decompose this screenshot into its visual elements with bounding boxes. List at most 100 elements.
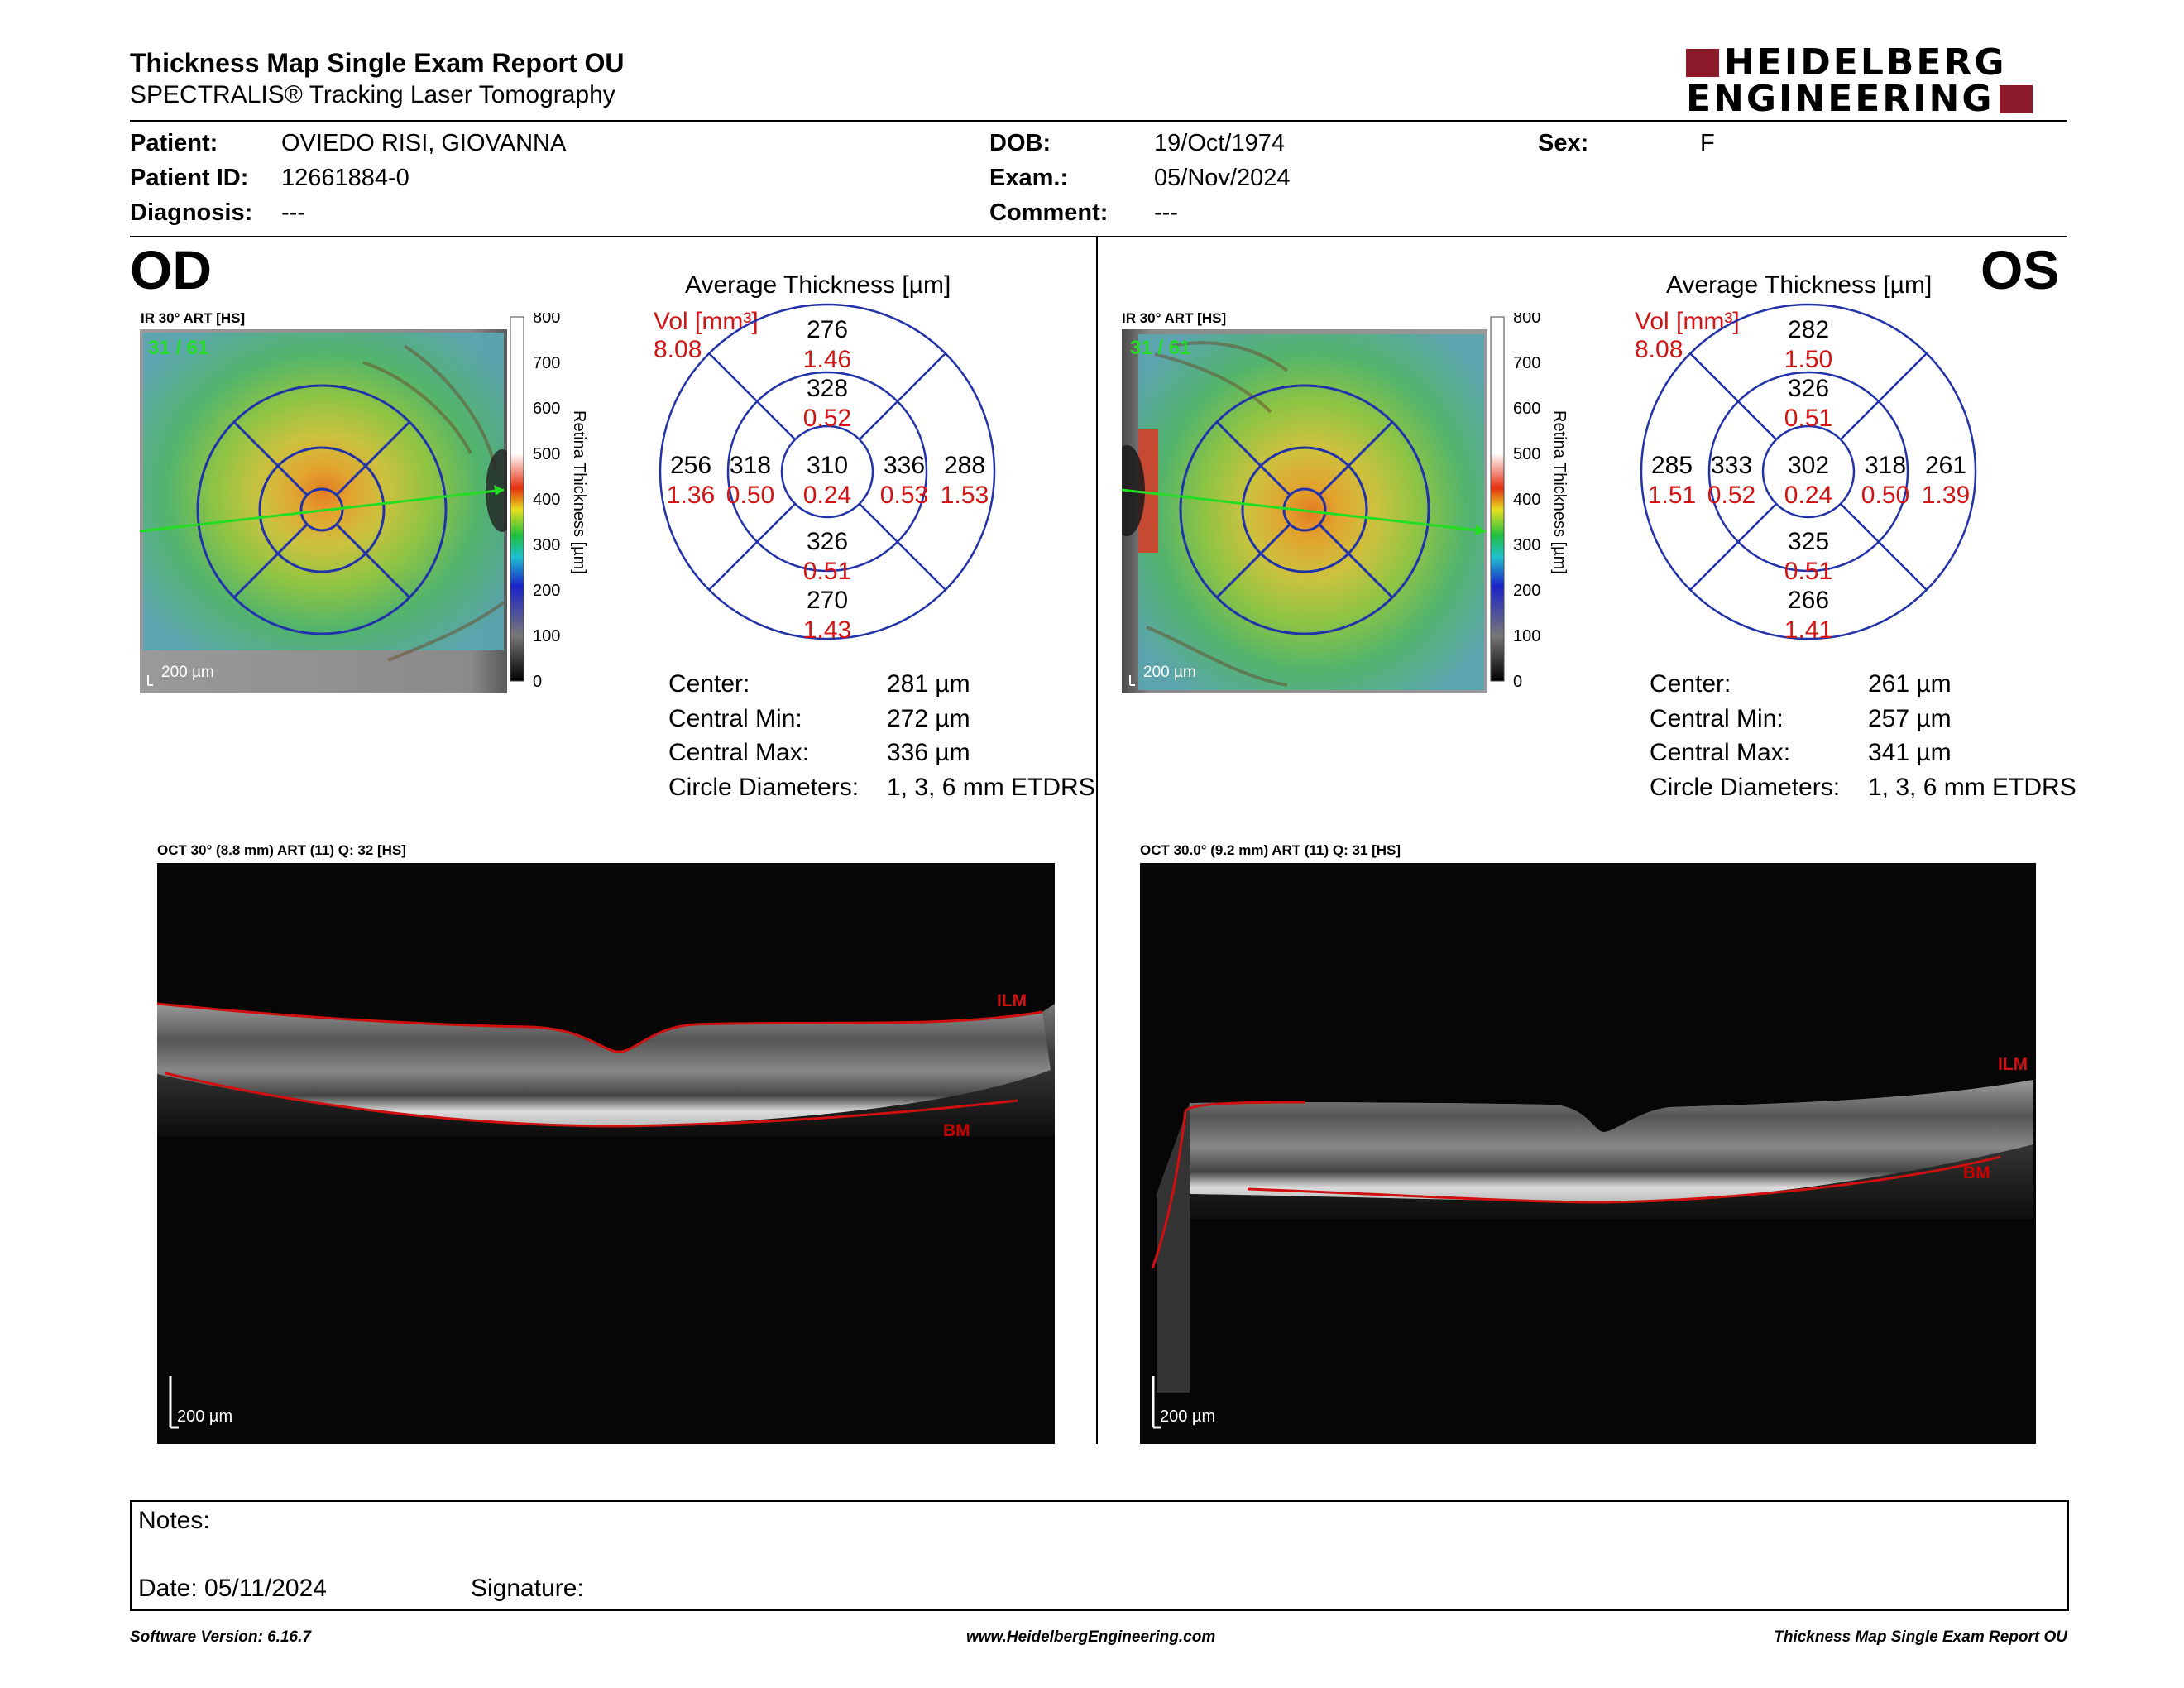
colorbar-tick: 700: [1513, 354, 1540, 372]
od-etdrs-grid: 276 1.46 328 0.52 256 1.36 318 0.50 310 …: [659, 303, 996, 644]
colorbar-tick: 400: [1513, 491, 1540, 509]
od-ir-label: IR 30° ART [HS]: [141, 310, 246, 326]
logo-line-1: HEIDELBERG: [1724, 41, 2007, 84]
colorbar-tick: 300: [533, 536, 560, 554]
os-inner-nasal-volume: 0.50: [1861, 482, 1909, 509]
os-inner-superior-thickness: 326: [1788, 375, 1829, 402]
colorbar-tick: 400: [533, 491, 560, 509]
os-inner-nasal-thickness: 318: [1865, 452, 1906, 479]
od-map-scale: 200 µm: [161, 664, 214, 681]
od-stat-label: Central Min:: [668, 705, 802, 732]
od-inner-temporal-thickness: 318: [730, 452, 771, 479]
od-inner-nasal-thickness: 336: [884, 452, 925, 479]
os-oct-bscan: ILM BM 200 µm: [1140, 863, 2036, 1444]
patient-id-label: Patient ID:: [130, 165, 249, 191]
os-outer-superior-volume: 1.50: [1784, 346, 1832, 373]
notes-label: Notes:: [138, 1507, 210, 1534]
od-outer-superior-volume: 1.46: [803, 346, 851, 373]
footer-report-title: Thickness Map Single Exam Report OU: [1774, 1628, 2067, 1646]
exam-label: Exam.:: [989, 165, 1069, 191]
od-stat-label: Central Max:: [668, 739, 810, 766]
os-avg-thickness-title: Average Thickness [µm]: [1666, 271, 1933, 299]
os-inner-inferior-volume: 0.51: [1784, 558, 1832, 585]
os-center-thickness: 302: [1788, 452, 1829, 479]
comment-label: Comment:: [989, 199, 1109, 226]
os-vol-label: Vol [mm³]: [1635, 308, 1740, 335]
colorbar-tick: 0: [533, 673, 542, 691]
os-stat-label: Central Min:: [1650, 705, 1784, 732]
od-inner-superior-volume: 0.52: [803, 405, 851, 432]
od-avg-thickness-title: Average Thickness [µm]: [685, 271, 951, 299]
report-title: Thickness Map Single Exam Report OU: [130, 48, 625, 78]
os-outer-superior-thickness: 282: [1788, 316, 1829, 343]
os-etdrs-grid: 282 1.50 326 0.51 285 1.51 333 0.52 302 …: [1640, 303, 1977, 644]
os-map-scale: 200 µm: [1143, 664, 1196, 681]
date-label: Date: 05/11/2024: [138, 1575, 327, 1602]
os-ilm-label: ILM: [1998, 1055, 2028, 1074]
od-frame-number: 31 / 61: [148, 337, 208, 359]
os-inner-temporal-thickness: 333: [1711, 452, 1752, 479]
os-frame-number: 31 / 61: [1130, 337, 1190, 359]
patient-label: Patient:: [130, 130, 218, 156]
os-oct-label: OCT 30.0° (9.2 mm) ART (11) Q: 31 [HS]: [1140, 842, 1401, 858]
od-center-volume: 0.24: [803, 482, 851, 509]
os-outer-inferior-volume: 1.41: [1784, 616, 1832, 644]
os-inner-inferior-thickness: 325: [1788, 528, 1829, 555]
os-oct-scale: 200 µm: [1160, 1407, 1215, 1426]
os-stat-value: 1, 3, 6 mm ETDRS: [1868, 774, 2076, 801]
colorbar-label: Retina Thickness [µm]: [570, 410, 588, 574]
colorbar-tick: 500: [533, 445, 560, 463]
os-outer-nasal-volume: 1.39: [1922, 482, 1970, 509]
od-oct-image: ILM BM 200 µm: [157, 991, 1055, 1429]
od-stat-label: Center:: [668, 670, 750, 698]
od-vol-total: 8.08: [654, 336, 702, 363]
od-ilm-label: ILM: [997, 991, 1027, 1010]
os-thickness-map: 31 / 61 200 µm: [1122, 329, 1487, 693]
dob-value: 19/Oct/1974: [1154, 130, 1285, 156]
od-oct-bscan: ILM BM 200 µm: [157, 863, 1055, 1444]
colorbar-tick: 600: [1513, 400, 1540, 418]
signature-label: Signature:: [471, 1575, 584, 1602]
od-stat-value: 336 µm: [887, 739, 970, 766]
os-outer-inferior-thickness: 266: [1788, 587, 1829, 614]
dob-label: DOB:: [989, 130, 1051, 156]
od-inner-inferior-thickness: 326: [807, 528, 848, 555]
comment-value: ---: [1154, 199, 1178, 226]
od-eye-label: OD: [130, 239, 212, 300]
od-outer-temporal-thickness: 256: [670, 452, 711, 479]
os-vol-total: 8.08: [1635, 336, 1684, 363]
colorbar-tick: 700: [533, 354, 560, 372]
exam-value: 05/Nov/2024: [1154, 165, 1291, 191]
patient-id: 12661884-0: [281, 165, 410, 191]
website-link[interactable]: www.HeidelbergEngineering.com: [966, 1628, 1216, 1646]
logo-square-icon: [1686, 49, 1719, 77]
od-outer-superior-thickness: 276: [807, 316, 848, 343]
logo-square-icon: [1999, 85, 2033, 113]
od-oct-scale: 200 µm: [177, 1407, 232, 1426]
colorbar-tick: 100: [533, 627, 560, 645]
od-inner-superior-thickness: 328: [807, 375, 848, 402]
od-inner-nasal-volume: 0.53: [880, 482, 928, 509]
od-thickness-colorbar: 800 700 600 500 400 300 200 100 0 Retina…: [510, 313, 588, 691]
diagnosis-label: Diagnosis:: [130, 199, 253, 226]
os-stat-value: 341 µm: [1868, 739, 1952, 766]
diagnosis-value: ---: [281, 199, 305, 226]
od-inner-inferior-volume: 0.51: [803, 558, 851, 585]
od-stat-value: 1, 3, 6 mm ETDRS: [887, 774, 1095, 801]
logo-line-2: ENGINEERING: [1686, 78, 1995, 120]
report-subtitle: SPECTRALIS® Tracking Laser Tomography: [130, 81, 615, 108]
od-stat-value: 272 µm: [887, 705, 970, 732]
od-outer-inferior-volume: 1.43: [803, 616, 851, 644]
od-vol-label: Vol [mm³]: [654, 308, 759, 335]
colorbar-tick: 800: [1513, 313, 1540, 327]
od-outer-inferior-thickness: 270: [807, 587, 848, 614]
patient-name: OVIEDO RISI, GIOVANNA: [281, 130, 567, 156]
od-bm-label: BM: [943, 1121, 970, 1140]
os-outer-nasal-thickness: 261: [1925, 452, 1966, 479]
os-inner-superior-volume: 0.51: [1784, 405, 1832, 432]
notes-box[interactable]: Notes: Date: 05/11/2024 Signature:: [130, 1500, 2069, 1611]
colorbar-tick: 0: [1513, 673, 1522, 691]
colorbar-tick: 500: [1513, 445, 1540, 463]
os-stat-value: 257 µm: [1868, 705, 1952, 732]
od-center-thickness: 310: [807, 452, 848, 479]
